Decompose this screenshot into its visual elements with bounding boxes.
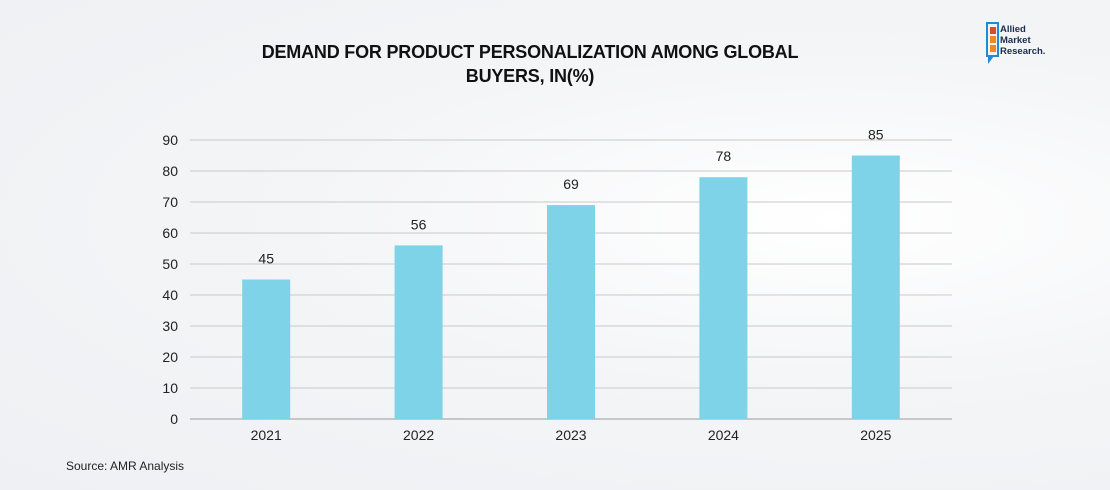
- y-tick-label-60: 60: [162, 225, 178, 241]
- data-label-2025: 85: [868, 127, 884, 143]
- x-tick-label-2022: 2022: [403, 427, 434, 443]
- chart-title: DEMAND FOR PRODUCT PERSONALIZATION AMONG…: [261, 42, 799, 86]
- source-note: Source: AMR Analysis: [66, 459, 185, 473]
- bar-2024: [699, 177, 748, 419]
- logo-text: Allied Market Research.: [1000, 24, 1045, 57]
- bar-2021: [242, 279, 291, 419]
- data-label-2022: 56: [411, 216, 427, 232]
- bar-2022: [394, 245, 443, 419]
- y-tick-label-40: 40: [162, 287, 178, 303]
- y-tick-label-30: 30: [162, 318, 178, 334]
- allied-market-research-logo: Allied Market Research.: [986, 22, 1076, 70]
- y-tick-label-80: 80: [162, 163, 178, 179]
- bar-2023: [547, 205, 595, 419]
- data-label-2024: 78: [716, 148, 732, 164]
- y-tick-label-20: 20: [162, 349, 178, 365]
- y-tick-label-10: 10: [162, 380, 178, 396]
- logo-line-allied: Allied: [1000, 24, 1026, 35]
- logo-line-research: Research.: [1000, 46, 1046, 57]
- y-tick-label-90: 90: [162, 132, 178, 148]
- x-tick-label-2023: 2023: [555, 427, 586, 443]
- logo-line-market: Market: [1000, 35, 1031, 46]
- y-tick-label-0: 0: [170, 411, 178, 427]
- logo-mark-icon: [986, 22, 999, 64]
- y-tick-label-70: 70: [162, 194, 178, 210]
- x-tick-label-2024: 2024: [708, 427, 739, 443]
- y-tick-label-50: 50: [162, 256, 178, 272]
- data-label-2023: 69: [563, 176, 579, 192]
- bar-2025: [851, 155, 900, 419]
- x-tick-label-2021: 2021: [251, 427, 282, 443]
- x-tick-label-2025: 2025: [860, 427, 891, 443]
- data-label-2021: 45: [258, 251, 274, 267]
